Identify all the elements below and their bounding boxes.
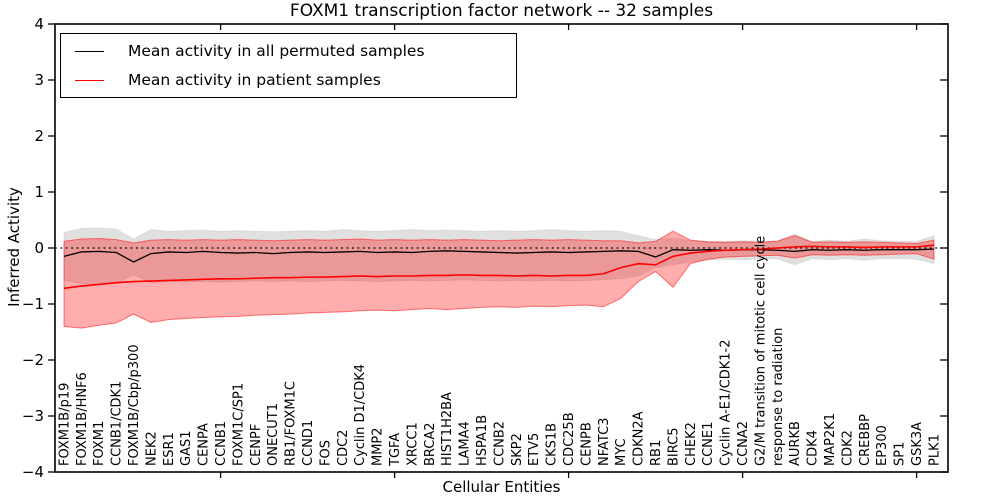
x-category-label: ONECUT1 (266, 403, 281, 466)
x-category-label: Cyclin D1/CDK4 (353, 364, 368, 466)
x-category-label: RB1/FOXM1C (284, 381, 299, 466)
x-category-label: EP300 (875, 425, 890, 466)
x-category-label: CCNB1 (214, 421, 229, 466)
patient-mean-line (63, 244, 935, 290)
x-category-label: BRCA2 (423, 422, 438, 466)
x-category-label: response to radiation (771, 328, 786, 466)
y-tick-label: −2 (22, 351, 44, 369)
x-category-label: CDC2 (336, 430, 351, 466)
y-tick-label: −4 (22, 463, 44, 481)
y-tick-label: 3 (34, 71, 44, 89)
x-category-label: PLK1 (927, 434, 942, 466)
y-tick-label: 1 (34, 183, 44, 201)
permuted-line-sample (75, 50, 104, 52)
x-category-label: TGFA (388, 433, 403, 467)
x-category-label: CCNA2 (736, 421, 751, 466)
x-category-label: CENPF (249, 424, 264, 466)
x-category-label: MYC (614, 438, 629, 466)
x-category-label: CDK4 (806, 430, 821, 466)
y-tick-label: −1 (22, 295, 44, 313)
x-axis-label: Cellular Entities (442, 478, 561, 496)
permuted-mean-line (63, 248, 935, 263)
x-category-label: CCNB1/CDK1 (110, 381, 125, 466)
x-category-label: CENPB (579, 422, 594, 466)
x-category-label: CHEK2 (684, 422, 699, 466)
x-category-label: FOXM1 (92, 421, 107, 466)
x-category-label: XRCC1 (405, 422, 420, 466)
x-category-label: MAP2K1 (823, 413, 838, 466)
legend: Mean activity in all permuted samples Me… (60, 33, 517, 98)
x-category-label: SKP2 (510, 433, 525, 466)
y-axis-label: Inferred Activity (5, 187, 23, 307)
x-category-label: FOS (318, 440, 333, 466)
x-category-label: FOXM1C/SP1 (231, 383, 246, 466)
legend-item-permuted: Mean activity in all permuted samples (61, 37, 516, 66)
patient-line-sample (75, 79, 104, 81)
y-tick-label: 4 (34, 15, 44, 33)
x-category-label: CCNB2 (492, 421, 507, 466)
x-category-label: FOXM1B/p19 (57, 383, 72, 466)
x-category-label: CCND1 (301, 420, 316, 466)
x-category-label: Cyclin A-E1/CDK1-2 (719, 339, 734, 466)
x-category-label: CENPA (197, 423, 212, 466)
x-category-label: GAS1 (179, 431, 194, 467)
x-category-label: ESR1 (162, 432, 177, 466)
x-category-label: NEK2 (144, 431, 159, 466)
x-category-label: RB1 (649, 440, 664, 466)
x-category-label: CREBBP (858, 414, 873, 466)
x-category-label: FOXM1B/Cbp/p300 (127, 344, 142, 466)
x-category-label: BIRC5 (666, 428, 681, 467)
x-category-label: ETV5 (527, 433, 542, 466)
x-category-label: G2/M transition of mitotic cell cycle (753, 236, 768, 466)
x-category-label: FOXM1B/HNF6 (75, 372, 90, 466)
x-category-label: HIST1H2BA (440, 392, 455, 466)
x-category-label: CDKN2A (632, 411, 647, 466)
chart-title: FOXM1 transcription factor network -- 32… (289, 1, 714, 21)
x-category-label: CDC25B (562, 412, 577, 466)
x-category-label: CKS1B (545, 423, 560, 466)
x-category-label: AURKB (788, 421, 803, 466)
x-category-label: NFATC3 (597, 418, 612, 466)
x-category-label: HSPA1B (475, 415, 490, 466)
y-tick-label: −3 (22, 407, 44, 425)
x-category-label: MMP2 (371, 427, 386, 466)
x-category-label: GSK3A (910, 422, 925, 466)
legend-item-patient: Mean activity in patient samples (61, 66, 516, 95)
patient-range-band (63, 230, 935, 329)
x-category-label: CDK2 (840, 430, 855, 466)
x-category-label: LAMA4 (458, 421, 473, 466)
y-tick-label: 0 (34, 239, 44, 257)
x-category-label: CCNE1 (701, 422, 716, 466)
legend-item-label: Mean activity in all permuted samples (128, 42, 425, 60)
x-category-label: SP1 (893, 442, 908, 466)
y-tick-label: 2 (34, 127, 44, 145)
legend-item-label: Mean activity in patient samples (128, 71, 381, 89)
